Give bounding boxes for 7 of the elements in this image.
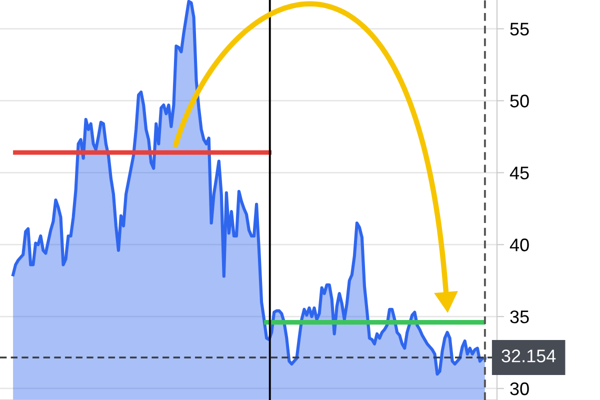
y-tick-label: 45	[510, 166, 529, 180]
y-tick-label: 35	[510, 310, 529, 324]
y-tick-label: 50	[510, 94, 529, 108]
ref-line-label: 32.154	[502, 350, 556, 362]
y-tick-label: 30	[510, 382, 529, 396]
y-tick-label: 55	[510, 22, 529, 36]
y-tick-label: 40	[510, 238, 529, 252]
